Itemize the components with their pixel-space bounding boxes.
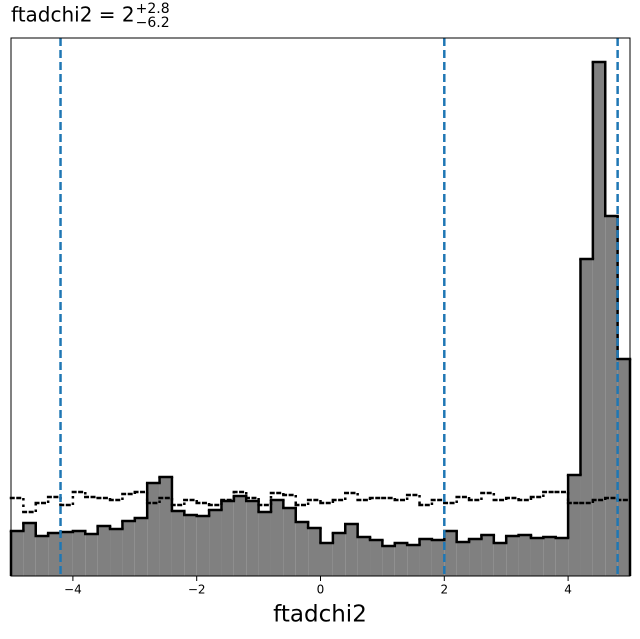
histogram-bar — [171, 511, 185, 576]
histogram-bar — [283, 508, 296, 576]
histogram-bar — [469, 539, 482, 576]
histogram-bar — [184, 515, 197, 576]
histogram-bar — [543, 537, 556, 576]
histogram-bar — [617, 359, 630, 576]
histogram-bar — [580, 259, 593, 576]
histogram-bar — [270, 500, 284, 576]
title-upper-error: +2.8 — [136, 1, 170, 17]
x-tick-label: −4 — [64, 583, 82, 597]
histogram-bar — [592, 62, 606, 576]
histogram-bar — [221, 501, 234, 576]
histogram-bar — [246, 501, 259, 576]
histogram-bar — [493, 543, 507, 576]
histogram-bar — [233, 496, 247, 576]
histogram-bar — [407, 545, 420, 576]
histogram-bar — [456, 542, 470, 576]
histogram-bar — [568, 475, 581, 576]
histogram-bar — [196, 516, 210, 576]
histogram-bar — [134, 518, 148, 576]
histogram-bar — [357, 537, 371, 576]
histogram-bar — [295, 522, 309, 576]
histogram-bar — [518, 535, 531, 576]
x-tick-label: 2 — [440, 583, 448, 597]
histogram-bar — [530, 538, 544, 576]
histogram-bar — [60, 532, 73, 576]
x-axis-label: ftadchi2 — [273, 602, 367, 628]
histogram-bar — [332, 533, 346, 576]
histogram-bar — [431, 540, 445, 576]
histogram-bar — [345, 524, 358, 576]
histogram-bar — [11, 531, 24, 576]
histogram-bar — [444, 531, 457, 576]
histogram-bar — [258, 512, 271, 576]
histogram-bar — [209, 510, 222, 576]
x-tick-label: 0 — [317, 583, 325, 597]
histogram-bar — [370, 540, 383, 576]
histogram-bar — [110, 529, 123, 576]
histogram-bar — [308, 528, 321, 576]
histogram-bar — [605, 216, 618, 576]
histogram-bar — [481, 535, 494, 576]
title-lower-error: −6.2 — [136, 15, 170, 31]
histogram-bar — [382, 546, 395, 576]
chart-title: ftadchi2 = 2 — [11, 3, 135, 27]
x-tick-label: 4 — [564, 583, 572, 597]
histogram-bar — [555, 538, 569, 576]
histogram-bar — [35, 536, 49, 576]
histogram-bar — [419, 539, 432, 576]
histogram-bar — [48, 533, 61, 576]
histogram-bar — [85, 534, 98, 576]
x-tick-label: −2 — [188, 583, 206, 597]
histogram-bar — [320, 543, 333, 576]
histogram-bar — [147, 483, 160, 576]
histogram-bar — [72, 531, 86, 576]
histogram-bar — [394, 543, 408, 576]
histogram-bar — [159, 477, 172, 576]
histogram-bar — [97, 526, 111, 576]
histogram-bar — [506, 536, 519, 576]
histogram-bar — [122, 521, 135, 576]
histogram-bar — [23, 523, 36, 576]
